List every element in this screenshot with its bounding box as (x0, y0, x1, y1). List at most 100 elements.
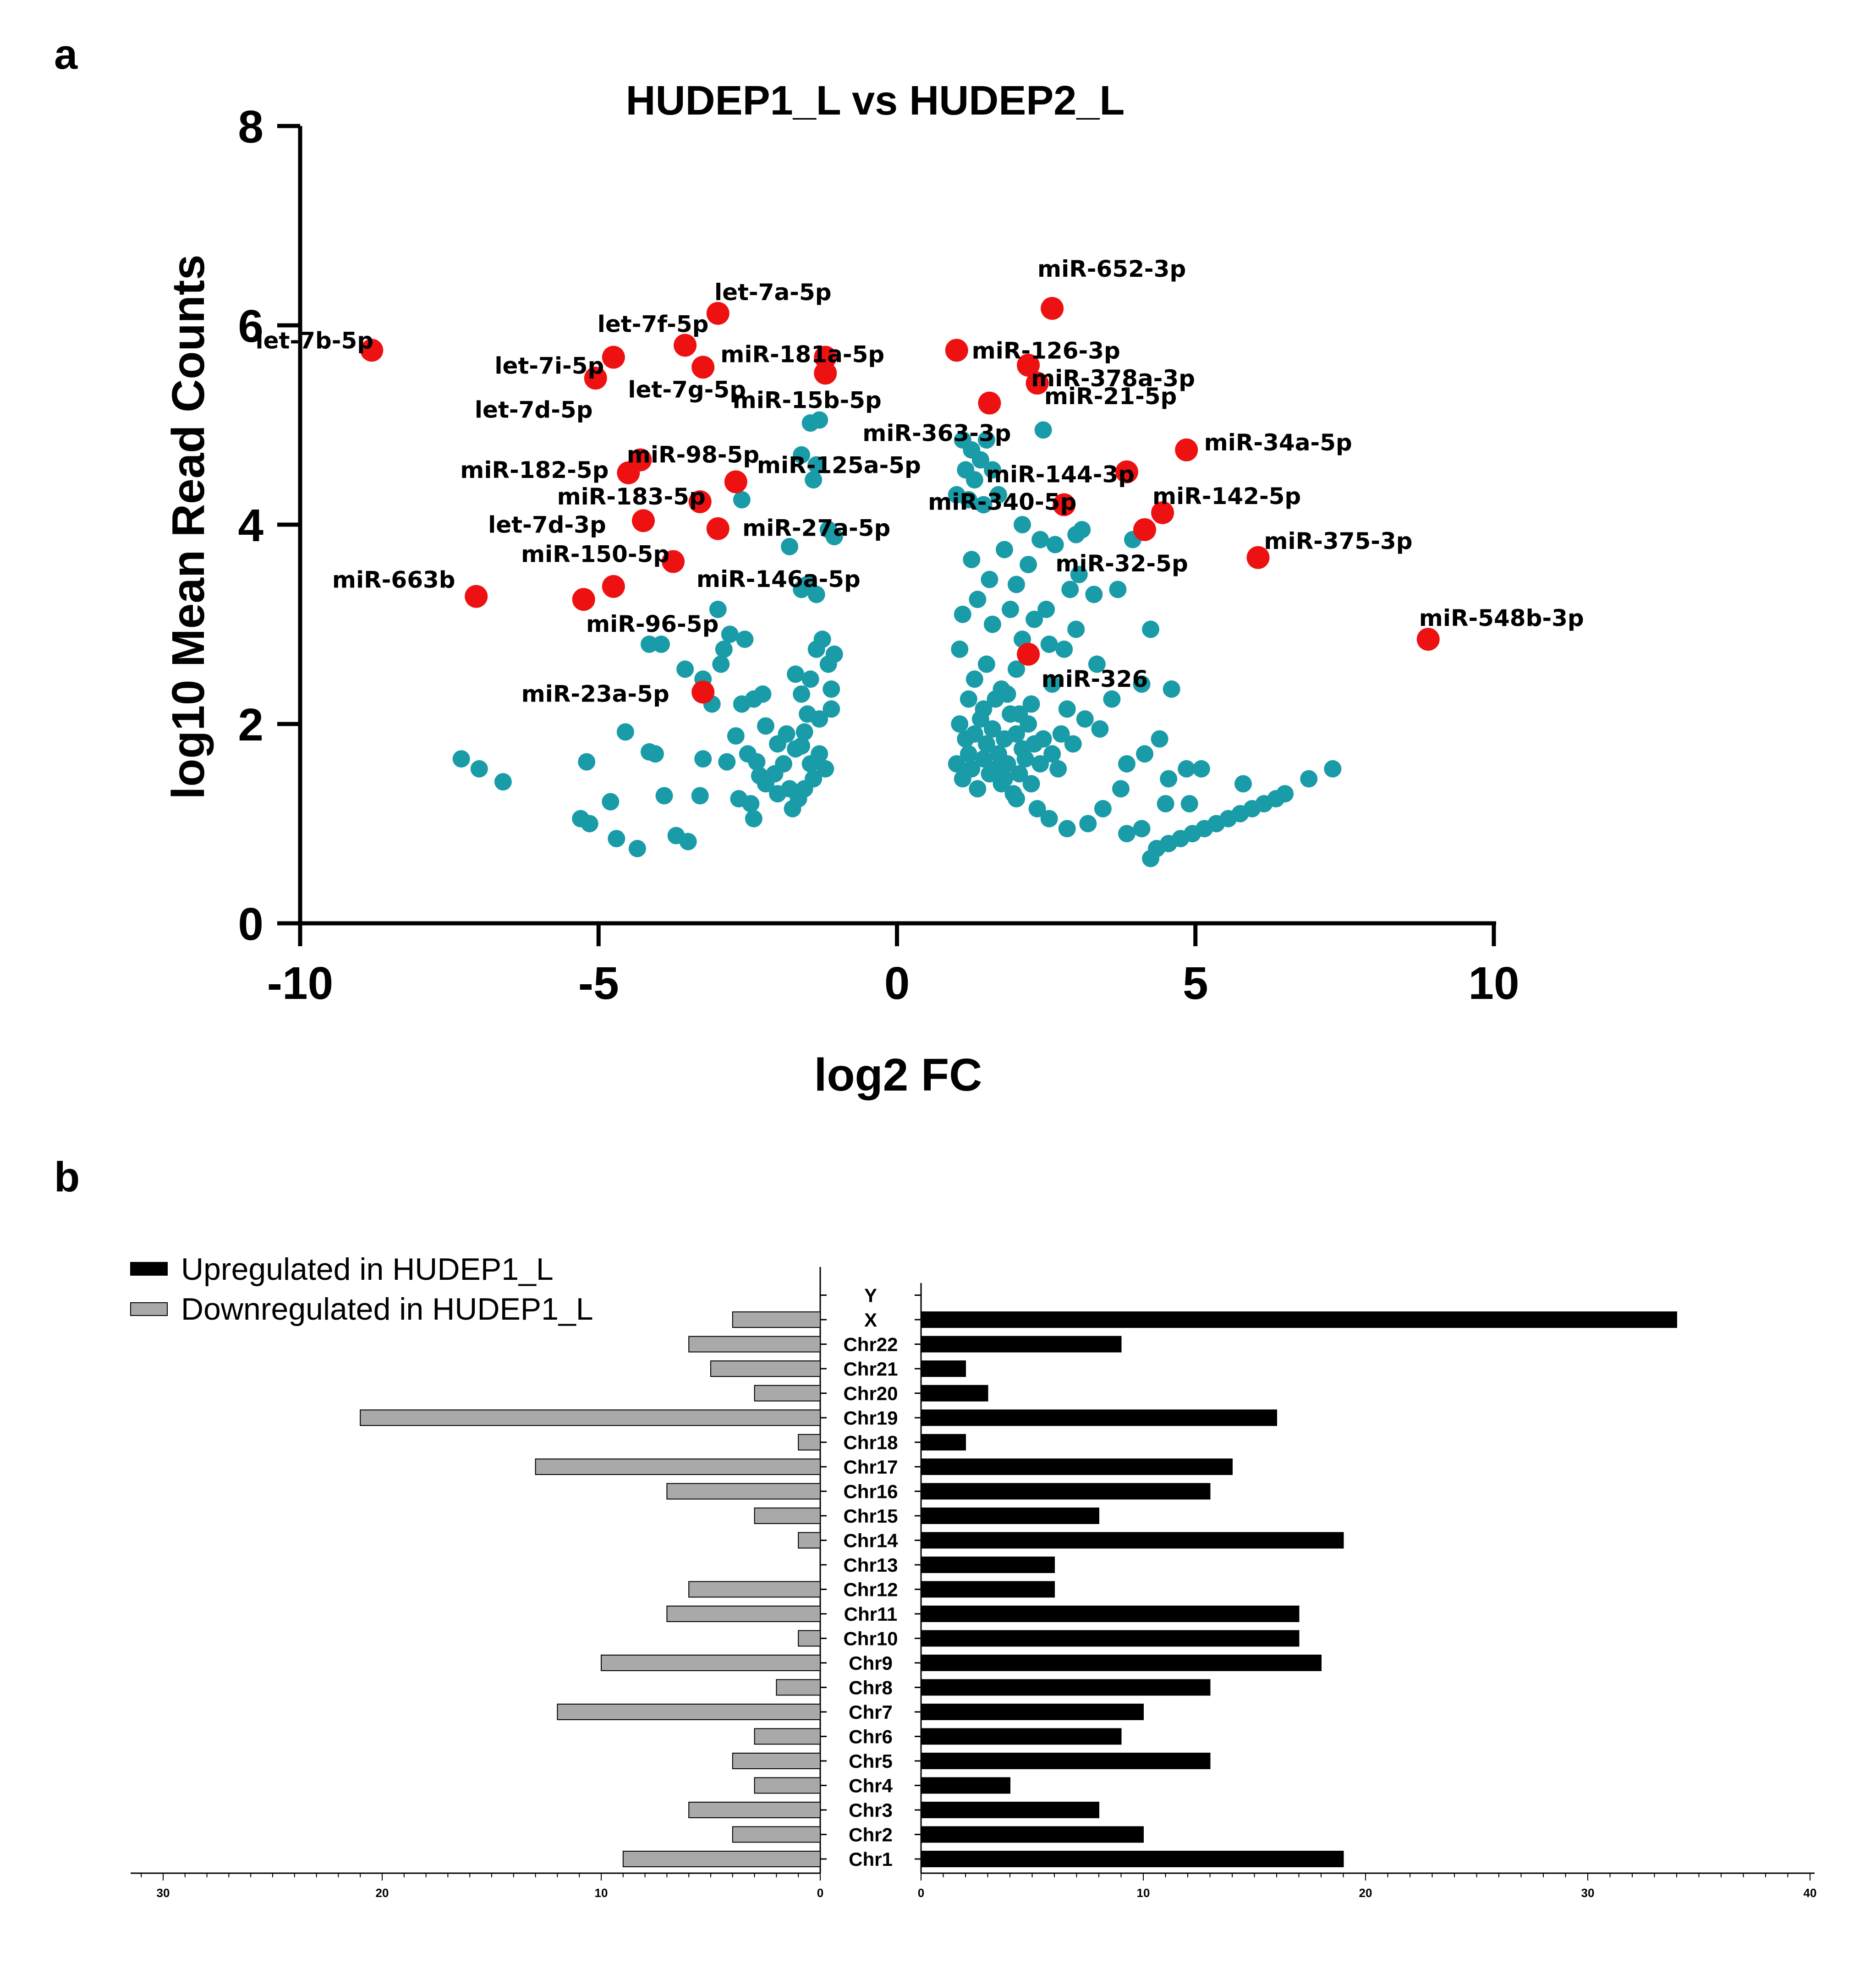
axis-ticks: -10 -5 0 5 10 0 2 4 6 8 (238, 101, 1519, 1009)
chromosome-label: Chr18 (843, 1432, 898, 1453)
data-point (1163, 680, 1180, 698)
data-point (948, 755, 965, 773)
data-point (494, 773, 512, 791)
data-point (954, 605, 971, 623)
mirna-label: miR-326 (1042, 666, 1148, 692)
up-bar (921, 1385, 988, 1402)
data-point (817, 760, 834, 778)
mirna-label: let-7b-5p (255, 327, 373, 354)
highlighted-point (1017, 354, 1040, 377)
highlighted-point (465, 585, 488, 608)
data-point (983, 615, 1001, 633)
mirna-label: miR-32-5p (1055, 550, 1188, 577)
volcano-plot: HUDEP1_L vs HUDEP2_L -10 -5 0 5 10 0 2 4 6 8 log1… (163, 78, 1584, 1101)
data-point (998, 685, 1016, 703)
right-tick-label: 30 (1581, 1886, 1595, 1900)
highlighted-point (602, 345, 625, 369)
data-point (793, 685, 811, 703)
data-point (712, 655, 730, 673)
up-bar (921, 1336, 1122, 1353)
data-point (709, 600, 727, 618)
data-point (1010, 705, 1028, 723)
chromosome-label: Chr12 (843, 1579, 898, 1601)
data-point (733, 491, 751, 509)
data-point (1151, 730, 1168, 748)
data-point (1300, 770, 1318, 788)
data-point (757, 775, 774, 793)
y-tick-label: 4 (238, 500, 263, 551)
highlighted-point (1133, 518, 1157, 541)
mirna-label: let-7a-5p (714, 279, 832, 306)
highlighted-point (360, 339, 384, 362)
left-tick-label: 20 (376, 1886, 389, 1900)
down-bar (732, 1311, 821, 1328)
bar-axis-ticks: 30 20 10 0 0 10 20 30 40 (141, 1873, 1816, 1900)
highlighted-point (1416, 628, 1440, 651)
data-point (1008, 660, 1025, 678)
chromosome-label: Chr5 (849, 1750, 893, 1772)
chromosome-label: Chr2 (849, 1824, 893, 1846)
data-point (1136, 745, 1154, 763)
data-point (1049, 760, 1067, 778)
up-bar (921, 1826, 1144, 1843)
data-point (718, 753, 736, 771)
data-point (819, 521, 837, 538)
data-point (1008, 576, 1025, 593)
up-bar (921, 1655, 1322, 1671)
data-point (676, 660, 694, 678)
mirna-label: miR-15b-5p (733, 387, 882, 413)
down-bar (601, 1655, 821, 1671)
data-point (452, 750, 470, 768)
up-bar (921, 1409, 1277, 1426)
highlighted-point (814, 362, 837, 385)
mirna-label: let-7f-5p (598, 311, 709, 338)
data-point (948, 486, 965, 504)
highlighted-point (978, 391, 1001, 415)
up-bar (921, 1311, 1677, 1328)
up-bar (921, 1606, 1300, 1622)
left-tick-label: 30 (157, 1886, 170, 1900)
panel-a-label: a (54, 31, 78, 78)
data-point (1079, 815, 1097, 833)
data-point (1133, 820, 1151, 838)
data-point (1088, 655, 1106, 673)
up-bar (921, 1360, 966, 1377)
data-point (981, 570, 998, 588)
up-bar (921, 1753, 1211, 1769)
data-point (960, 690, 977, 708)
data-point (823, 680, 840, 698)
data-point (977, 735, 995, 753)
chromosome-label: Chr10 (843, 1628, 898, 1650)
highlighted-point (724, 470, 747, 494)
legend-label-up: Upregulated in HUDEP1_L (181, 1252, 554, 1287)
data-point (811, 745, 828, 763)
data-point (1064, 735, 1082, 753)
right-tick-label: 40 (1804, 1886, 1817, 1900)
up-bar (921, 1434, 966, 1451)
data-point (1031, 531, 1049, 548)
data-point (739, 745, 757, 763)
legend-label-down: Downregulated in HUDEP1_L (181, 1292, 593, 1327)
data-point (975, 750, 993, 768)
data-point (1004, 785, 1022, 803)
x-tick-label: -10 (267, 958, 334, 1009)
up-bar (921, 1679, 1211, 1696)
highlighted-point (691, 680, 715, 704)
data-point (1076, 710, 1094, 728)
data-point (628, 839, 646, 857)
highlighted-point (691, 356, 715, 379)
legend-swatch-down (130, 1302, 168, 1316)
chart-title: HUDEP1_L vs HUDEP2_L (626, 78, 1125, 124)
data-point (807, 586, 825, 603)
legend: Upregulated in HUDEP1_L Downregulated in… (130, 1252, 593, 1327)
data-point (1014, 516, 1031, 533)
data-point (971, 451, 989, 469)
data-point (977, 655, 995, 673)
down-bar (798, 1532, 821, 1549)
data-point (1034, 421, 1052, 439)
data-point (470, 760, 488, 778)
data-point (960, 745, 977, 763)
data-point (975, 700, 993, 718)
down-bar (732, 1753, 821, 1769)
data-point (963, 760, 981, 778)
